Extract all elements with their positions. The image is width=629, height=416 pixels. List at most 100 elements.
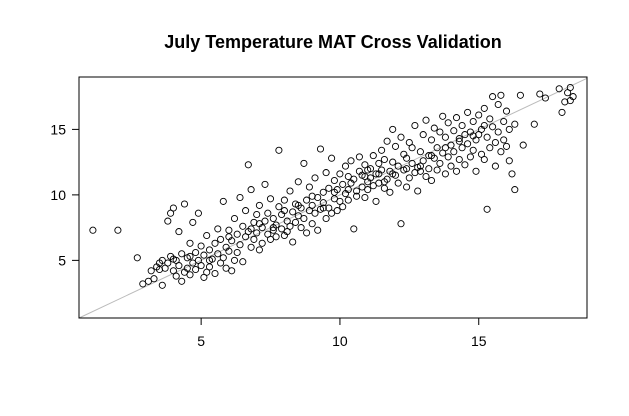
data-point bbox=[427, 152, 436, 160]
data-point bbox=[511, 120, 519, 128]
data-point bbox=[133, 254, 141, 262]
data-point bbox=[192, 265, 200, 274]
data-point bbox=[294, 178, 302, 186]
data-point bbox=[269, 224, 277, 232]
data-point bbox=[452, 114, 461, 122]
data-point bbox=[314, 226, 322, 234]
data-point bbox=[311, 174, 319, 182]
data-point bbox=[389, 125, 397, 133]
data-point bbox=[350, 225, 358, 233]
data-point bbox=[483, 205, 491, 213]
data-point bbox=[319, 188, 327, 196]
data-point bbox=[333, 207, 341, 215]
data-point bbox=[303, 196, 311, 204]
data-point bbox=[283, 228, 291, 236]
data-point bbox=[233, 230, 241, 238]
data-point bbox=[441, 133, 449, 141]
data-point bbox=[253, 229, 261, 237]
data-point bbox=[427, 176, 436, 185]
data-point bbox=[408, 159, 416, 167]
data-point bbox=[489, 123, 497, 131]
data-point bbox=[178, 250, 186, 258]
data-point bbox=[247, 243, 255, 251]
data-point bbox=[194, 209, 202, 217]
data-point bbox=[441, 144, 449, 152]
data-point bbox=[289, 238, 297, 246]
data-point bbox=[403, 165, 411, 173]
x-tick-label: 5 bbox=[197, 333, 205, 349]
x-tick-label: 10 bbox=[332, 333, 348, 349]
data-point bbox=[214, 225, 222, 233]
data-point bbox=[247, 186, 255, 194]
data-point bbox=[430, 124, 438, 132]
data-point bbox=[480, 155, 488, 164]
data-point bbox=[502, 142, 511, 150]
data-point bbox=[558, 108, 566, 116]
data-point bbox=[436, 159, 444, 167]
data-point bbox=[444, 119, 452, 127]
data-point bbox=[308, 201, 316, 209]
data-point bbox=[375, 170, 383, 178]
data-point bbox=[200, 251, 208, 259]
data-point bbox=[369, 152, 377, 160]
data-point bbox=[464, 140, 472, 148]
data-point bbox=[422, 172, 430, 181]
data-point bbox=[300, 159, 308, 167]
data-point bbox=[169, 255, 177, 263]
data-point bbox=[455, 155, 463, 164]
data-point bbox=[364, 186, 372, 194]
data-point bbox=[305, 183, 313, 191]
data-point bbox=[450, 148, 458, 156]
x-axis: 5 10 15 bbox=[197, 318, 487, 349]
data-point bbox=[408, 144, 416, 152]
data-point bbox=[89, 226, 97, 234]
data-point bbox=[325, 184, 333, 192]
data-point bbox=[186, 271, 194, 279]
data-point bbox=[403, 183, 411, 191]
data-point bbox=[217, 235, 225, 243]
data-point bbox=[411, 121, 419, 130]
data-point bbox=[322, 169, 330, 177]
data-point bbox=[491, 138, 499, 147]
data-point bbox=[330, 176, 338, 185]
data-point bbox=[319, 204, 327, 212]
data-point bbox=[358, 183, 366, 191]
data-point bbox=[500, 117, 508, 126]
data-point bbox=[489, 93, 497, 101]
data-point bbox=[375, 159, 383, 167]
data-point bbox=[494, 100, 502, 109]
data-point bbox=[189, 218, 197, 226]
data-point bbox=[427, 136, 436, 144]
data-point bbox=[425, 165, 433, 173]
data-point bbox=[205, 263, 214, 271]
data-point bbox=[416, 148, 424, 156]
data-point bbox=[422, 116, 430, 124]
data-point bbox=[311, 209, 319, 217]
data-point bbox=[455, 137, 463, 145]
plot-frame bbox=[78, 76, 588, 319]
data-point bbox=[230, 256, 239, 264]
data-point bbox=[505, 125, 513, 133]
data-point bbox=[455, 135, 463, 143]
data-point bbox=[255, 201, 263, 209]
data-point bbox=[272, 233, 280, 241]
data-point bbox=[561, 98, 569, 106]
data-point bbox=[211, 269, 219, 278]
data-point bbox=[275, 146, 283, 154]
data-point bbox=[405, 174, 413, 182]
data-point bbox=[364, 166, 372, 174]
data-point bbox=[328, 154, 336, 162]
data-point bbox=[472, 167, 480, 175]
y-tick-label: 15 bbox=[50, 121, 66, 137]
data-point bbox=[447, 141, 455, 149]
data-point bbox=[269, 214, 277, 223]
data-point bbox=[469, 117, 477, 126]
identity-reference-line bbox=[78, 77, 588, 319]
data-point bbox=[164, 217, 172, 225]
data-point bbox=[464, 108, 472, 116]
data-point bbox=[169, 267, 177, 275]
data-point bbox=[178, 277, 186, 285]
data-point bbox=[469, 132, 477, 140]
